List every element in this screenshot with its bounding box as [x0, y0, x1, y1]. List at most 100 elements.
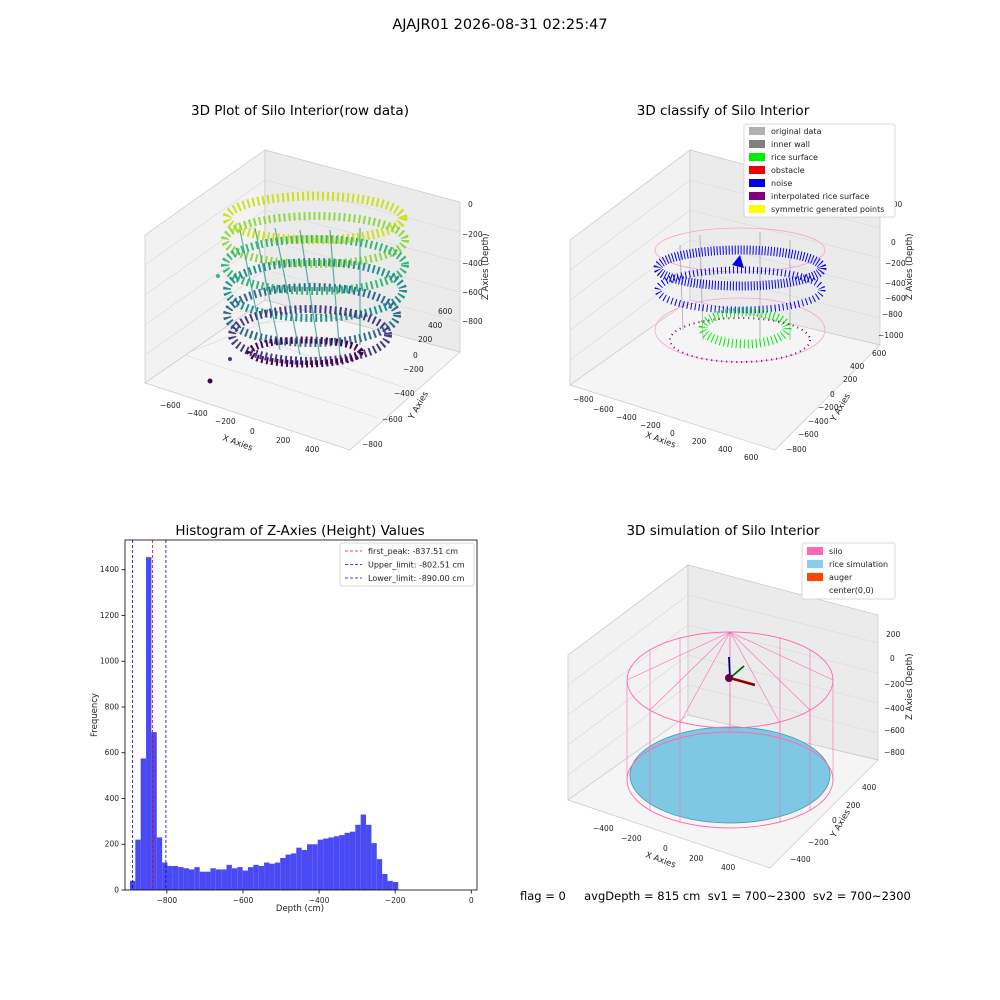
legend-swatch	[749, 166, 765, 174]
svg-text:−1000: −1000	[878, 331, 904, 340]
svg-text:0: 0	[670, 429, 675, 438]
panel4-zlabel: Z Axies (Depth)	[905, 653, 915, 720]
histogram-bar	[360, 814, 367, 890]
svg-text:−200: −200	[215, 417, 236, 426]
histogram-bar	[135, 839, 141, 890]
legend-swatch	[807, 560, 823, 568]
svg-text:200: 200	[843, 375, 858, 384]
histogram-bar	[264, 862, 270, 890]
svg-text:400: 400	[718, 445, 733, 454]
svg-text:−200: −200	[818, 403, 839, 412]
legend-swatch	[807, 547, 823, 555]
legend-label: symmetric generated points	[771, 205, 884, 214]
legend-label: original data	[771, 127, 822, 136]
svg-text:−400: −400	[790, 855, 811, 864]
legend-swatch	[749, 140, 765, 148]
histogram-bar	[323, 838, 329, 890]
legend-label: noise	[771, 179, 792, 188]
svg-text:−800: −800	[884, 748, 905, 757]
svg-text:0: 0	[830, 390, 835, 399]
histogram-x-tick-label: −400	[309, 896, 330, 905]
svg-text:200: 200	[846, 801, 861, 810]
legend-swatch	[807, 573, 823, 581]
svg-text:−400: −400	[808, 417, 829, 426]
legend-label: Upper_limit: -802.51 cm	[368, 561, 465, 570]
panel1-title: 3D Plot of Silo Interior(row data)	[191, 103, 409, 119]
histogram-y-tick-label: 400	[105, 794, 120, 803]
histogram-bar	[253, 864, 259, 890]
histogram-x-tick-label: 0	[469, 896, 474, 905]
panel4-auger	[729, 676, 756, 687]
svg-text:0: 0	[891, 238, 896, 247]
panel1-point-cloud	[207, 191, 409, 384]
histogram-bar	[328, 837, 334, 890]
svg-text:200: 200	[276, 436, 291, 445]
histogram-bar	[371, 843, 377, 890]
legend-swatch	[749, 192, 765, 200]
histogram-bar	[339, 835, 345, 890]
svg-text:0: 0	[413, 351, 418, 360]
histogram-bar	[205, 871, 211, 890]
svg-text:−400: −400	[462, 259, 483, 268]
histogram-bar	[199, 871, 206, 890]
legend-label: rice surface	[771, 153, 818, 162]
footer-status: flag = 0 avgDepth = 815 cm sv1 = 700~230…	[520, 889, 911, 903]
histogram-bar	[366, 824, 372, 890]
histogram-bar	[312, 844, 318, 890]
histogram-bar	[151, 732, 157, 890]
svg-text:0: 0	[890, 654, 895, 663]
svg-text:−200: −200	[621, 834, 642, 843]
legend-label: auger	[829, 573, 853, 582]
svg-text:0: 0	[663, 844, 668, 853]
svg-text:0: 0	[468, 200, 473, 209]
svg-text:0: 0	[832, 816, 837, 825]
histogram-x-tick-label: −200	[385, 896, 406, 905]
histogram-bar	[333, 836, 340, 890]
histogram-bar	[146, 557, 152, 890]
svg-text:400: 400	[850, 362, 865, 371]
panel4-title: 3D simulation of Silo Interior	[626, 523, 820, 539]
svg-text:−600: −600	[884, 726, 905, 735]
svg-text:400: 400	[428, 321, 443, 330]
svg-text:200: 200	[692, 437, 707, 446]
histogram-x-tick-label: −800	[157, 896, 178, 905]
svg-text:−600: −600	[382, 415, 403, 424]
histogram-bar	[226, 864, 232, 890]
svg-text:−800: −800	[362, 440, 383, 449]
histogram-bar	[156, 837, 163, 890]
legend-label: silo	[829, 547, 843, 556]
histogram-y-tick-label: 1200	[100, 611, 119, 620]
histogram-bar	[194, 867, 200, 890]
histogram-bar	[210, 868, 216, 890]
svg-text:−400: −400	[616, 413, 637, 422]
histogram-bar	[344, 832, 350, 890]
histogram-bar	[296, 847, 302, 890]
histogram-bar	[290, 853, 297, 890]
svg-text:−400: −400	[394, 389, 415, 398]
svg-text:−200: −200	[808, 838, 829, 847]
svg-text:−600: −600	[160, 401, 181, 410]
histogram-bar	[140, 758, 147, 890]
histogram-bar	[178, 867, 184, 890]
legend-swatch	[749, 205, 765, 213]
histogram-bar	[349, 831, 356, 890]
legend-swatch	[806, 585, 824, 595]
panel4-xlabel: X Axies	[644, 850, 677, 870]
svg-text:600: 600	[872, 349, 887, 358]
histogram-bar	[258, 865, 265, 890]
histogram-bar	[247, 867, 254, 890]
legend-swatch	[749, 179, 765, 187]
panel2-zlabel: Z Axies (Depth)	[905, 233, 915, 300]
histogram-bar	[376, 859, 383, 890]
svg-text:400: 400	[305, 445, 320, 454]
svg-text:−200: −200	[885, 259, 906, 268]
histogram-y-tick-label: 1000	[100, 657, 119, 666]
histogram-bar	[237, 867, 243, 890]
histogram-bar	[392, 881, 399, 890]
histogram-bar	[382, 873, 388, 890]
panel3-ylabel: Frequency	[90, 693, 100, 737]
histogram-bar	[188, 869, 195, 890]
